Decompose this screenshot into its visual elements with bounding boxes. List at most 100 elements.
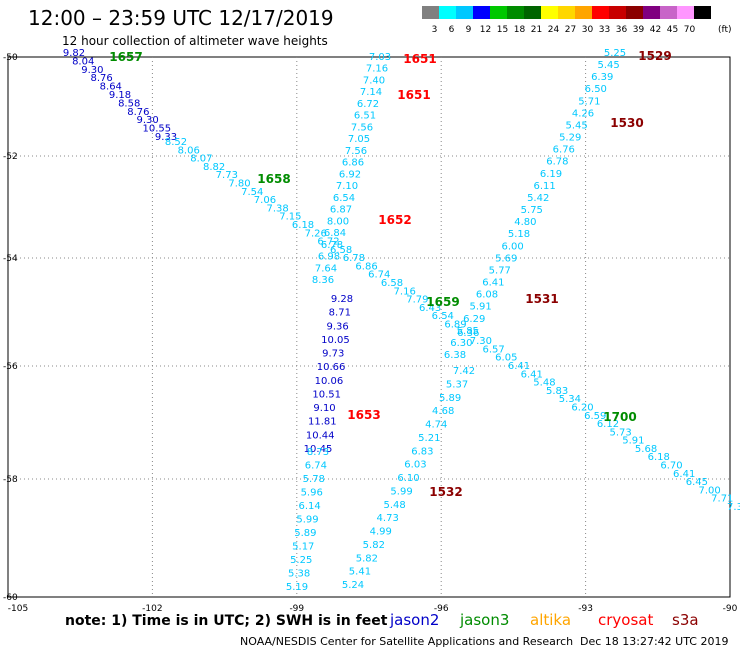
swh-value: 5.29 <box>559 133 581 144</box>
pass-time-label: 1653 <box>347 408 380 422</box>
swh-value: 6.59 <box>584 411 606 422</box>
swh-value: 6.43 <box>419 303 441 314</box>
swh-value: 8.00 <box>327 216 349 227</box>
lat-tick-label: -60 <box>3 593 18 603</box>
legend-s3a: s3a <box>672 611 699 629</box>
swh-value: 6.41 <box>521 369 543 380</box>
swh-value: 6.50 <box>585 84 607 95</box>
swh-value: 5.73 <box>610 427 632 438</box>
color-bin-label: 15 <box>497 25 508 35</box>
swh-value: 6.41 <box>508 361 530 372</box>
swh-value: 6.89 <box>444 320 466 331</box>
swh-value: 5.89 <box>439 393 461 404</box>
swh-value: 5.75 <box>521 205 543 216</box>
swh-value: 6.58 <box>330 245 352 256</box>
footer-timestamp: Dec 18 13:27:42 UTC 2019 <box>580 635 728 648</box>
swh-value: 8.52 <box>165 137 187 148</box>
swh-value: 6.51 <box>354 111 376 122</box>
swh-value: 5.38 <box>288 569 310 580</box>
swh-value: 6.92 <box>339 169 361 180</box>
swh-value: 11.81 <box>308 417 337 428</box>
swh-value: 4.26 <box>572 108 594 119</box>
footer-note: note: 1) Time is in UTC; 2) SWH is in fe… <box>65 613 388 629</box>
swh-value: 6.78 <box>321 240 343 251</box>
swh-value: 6.84 <box>324 228 346 239</box>
swh-value: 8.06 <box>178 145 200 156</box>
swh-value: 5.25 <box>290 555 312 566</box>
lon-tick-label: -102 <box>142 604 162 614</box>
swh-value: 7.40 <box>363 75 385 86</box>
color-unit-label: (ft) <box>718 25 732 35</box>
swh-value: 7.14 <box>360 87 382 98</box>
swh-value: 7.64 <box>315 263 337 274</box>
swh-value: 5.99 <box>296 515 318 526</box>
color-bin-label: 24 <box>548 25 560 35</box>
pass-time-label: 1651 <box>403 52 436 66</box>
swh-value: 6.74 <box>305 461 327 472</box>
color-bin <box>524 6 541 19</box>
swh-value: 6.10 <box>397 473 419 484</box>
swh-value: 9.73 <box>322 349 344 360</box>
swh-value: 7.54 <box>241 187 263 198</box>
swh-value: 7.71 <box>711 494 733 505</box>
swh-value: 7.79 <box>406 295 428 306</box>
swh-value: 8.58 <box>118 98 140 109</box>
swh-value: 7.05 <box>348 134 370 145</box>
swh-value: 9.82 <box>63 48 85 59</box>
map-title: 12:00 – 23:59 UTC 12/17/2019 <box>28 6 334 30</box>
legend-jason2: jason2 <box>389 611 439 629</box>
legend-altika: altika <box>530 611 571 629</box>
swh-value: 7.15 <box>279 212 301 223</box>
lat-tick-label: -56 <box>3 362 18 372</box>
swh-value: 6.98 <box>318 252 340 263</box>
color-bin <box>558 6 575 19</box>
swh-value: 10.45 <box>304 444 333 455</box>
swh-value: 6.70 <box>660 461 682 472</box>
swh-value: 7.16 <box>394 286 416 297</box>
swh-value: 5.85 <box>457 326 479 337</box>
swh-value: 6.38 <box>444 350 466 361</box>
swh-value: 8.76 <box>90 73 112 84</box>
color-bin-label: 42 <box>650 25 661 35</box>
pass-time-label: 1700 <box>603 410 636 424</box>
swh-value: 6.05 <box>495 353 517 364</box>
swh-value: 6.29 <box>463 314 485 325</box>
color-bin <box>456 6 473 19</box>
lon-tick-label: -99 <box>289 604 304 614</box>
swh-value: 4.68 <box>432 406 454 417</box>
swh-value: 10.06 <box>315 376 344 387</box>
swh-value: 5.78 <box>303 474 325 485</box>
swh-value: 5.48 <box>383 500 405 511</box>
swh-value: 6.72 <box>317 237 339 248</box>
swh-value: 6.54 <box>432 311 454 322</box>
swh-value: 9.18 <box>109 90 131 101</box>
swh-value: 5.96 <box>301 488 323 499</box>
swh-value: 5.83 <box>546 386 568 397</box>
swh-value: 5.19 <box>286 582 308 593</box>
swh-value: 10.05 <box>321 335 350 346</box>
pass-time-label: 1530 <box>610 116 643 130</box>
lat-tick-label: -58 <box>3 475 18 485</box>
swh-value: 8.04 <box>72 56 94 67</box>
swh-value: 6.14 <box>298 501 320 512</box>
lon-tick-label: -105 <box>8 604 28 614</box>
color-bin-label: 3 <box>432 25 438 35</box>
swh-value: 4.74 <box>425 420 447 431</box>
graticule <box>8 57 730 597</box>
color-bin-label: 27 <box>565 25 576 35</box>
swh-value: 4.80 <box>514 217 536 228</box>
pass-time-label: 1657 <box>109 50 142 64</box>
pass-time-label: 1652 <box>378 213 411 227</box>
lon-tick-label: -90 <box>723 604 738 614</box>
swh-value: 9.30 <box>81 65 103 76</box>
pass-time-label: 1658 <box>257 172 290 186</box>
color-bin <box>541 6 558 19</box>
swh-value: 7.56 <box>345 146 367 157</box>
swh-value: 6.30 <box>450 338 472 349</box>
swh-value: 10.66 <box>317 362 346 373</box>
swh-value: 6.54 <box>333 193 355 204</box>
swh-value: 7.30 <box>470 336 492 347</box>
swh-value: 8.76 <box>127 107 149 118</box>
color-bin-label: 39 <box>633 25 645 35</box>
swh-value: 5.69 <box>495 253 517 264</box>
